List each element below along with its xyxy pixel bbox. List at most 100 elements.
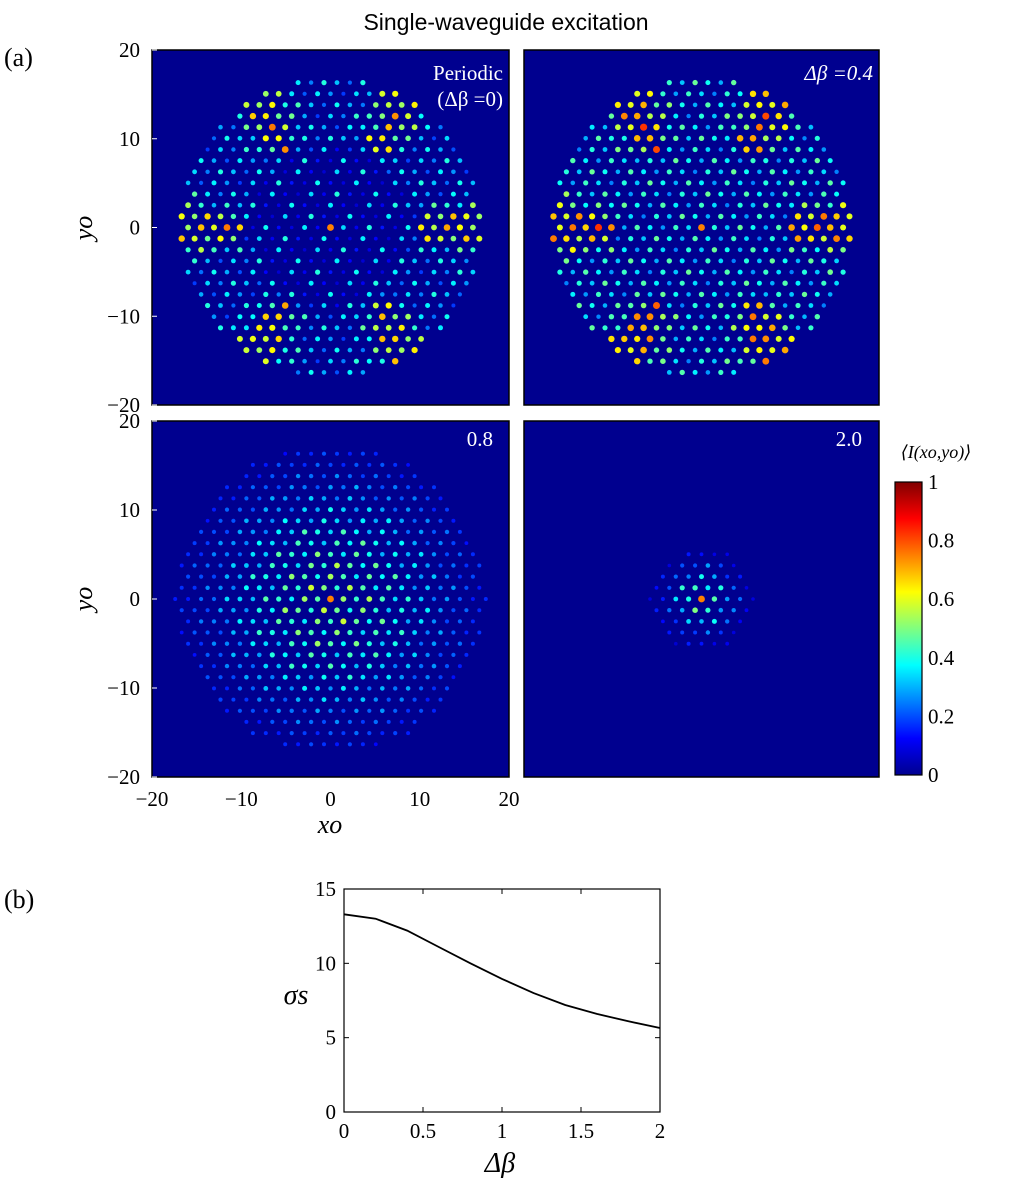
intensity-spot — [231, 630, 236, 635]
intensity-spot — [256, 347, 263, 353]
y-tick-label: −20 — [107, 765, 140, 789]
intensity-spot — [367, 270, 372, 274]
intensity-spot — [327, 595, 334, 603]
intensity-spot — [225, 708, 229, 713]
intensity-spot — [224, 135, 230, 141]
intensity-spot — [640, 280, 647, 286]
intensity-spot — [405, 225, 411, 230]
intensity-spot — [302, 708, 307, 713]
line-y-tick-label: 5 — [326, 1026, 337, 1050]
intensity-spot — [308, 652, 314, 658]
intensity-spot — [444, 686, 450, 691]
intensity-spot — [550, 213, 557, 220]
intensity-spot — [737, 358, 743, 364]
intensity-spot — [366, 224, 372, 231]
intensity-spot — [282, 630, 288, 635]
intensity-spot — [308, 473, 314, 479]
intensity-spot — [250, 529, 256, 535]
intensity-spot — [431, 202, 437, 208]
intensity-spot — [283, 192, 288, 197]
intensity-spot — [269, 101, 276, 108]
intensity-spot — [589, 280, 595, 286]
intensity-spot — [724, 158, 730, 164]
intensity-spot — [615, 236, 621, 241]
intensity-spot — [419, 641, 424, 646]
intensity-spot — [827, 269, 833, 275]
intensity-spot — [218, 518, 223, 523]
intensity-spot — [686, 336, 692, 342]
intensity-spot — [661, 619, 665, 624]
intensity-spot — [185, 224, 192, 231]
intensity-spot — [470, 619, 475, 624]
intensity-spot — [737, 224, 743, 231]
intensity-spot — [237, 574, 243, 579]
intensity-spot — [411, 101, 418, 108]
intensity-spot — [705, 370, 711, 375]
intensity-spot — [425, 169, 430, 174]
intensity-spot — [686, 596, 692, 602]
intensity-spot — [360, 124, 366, 130]
intensity-spot — [321, 585, 327, 591]
intensity-spot — [295, 258, 301, 264]
intensity-spot — [418, 158, 424, 164]
intensity-spot — [405, 552, 411, 557]
intensity-spot — [198, 246, 205, 253]
intensity-spot — [470, 202, 476, 209]
intensity-spot — [250, 619, 256, 624]
intensity-spot — [718, 124, 724, 130]
intensity-spot — [347, 562, 353, 569]
y-tick-label: −10 — [107, 676, 140, 700]
intensity-spot — [380, 708, 385, 714]
intensity-spot — [225, 485, 229, 490]
intensity-spot — [431, 136, 437, 141]
line-x-tick-label: 1 — [497, 1119, 508, 1143]
intensity-spot — [731, 563, 736, 568]
intensity-spot — [334, 125, 340, 130]
intensity-spot — [762, 90, 769, 98]
intensity-spot — [379, 529, 385, 535]
intensity-spot — [622, 292, 627, 297]
intensity-spot — [250, 158, 256, 163]
intensity-spot — [251, 225, 255, 230]
intensity-spot — [833, 213, 840, 220]
intensity-spot — [393, 708, 398, 713]
intensity-spot — [666, 347, 673, 353]
intensity-spot — [340, 529, 347, 535]
intensity-spot — [353, 596, 359, 602]
intensity-spot — [647, 292, 653, 297]
intensity-spot — [451, 303, 456, 308]
intensity-spot — [392, 313, 399, 320]
y-tick-label: 20 — [119, 38, 140, 62]
intensity-spot — [315, 686, 320, 691]
intensity-spot — [231, 675, 236, 680]
intensity-spot — [718, 213, 724, 220]
intensity-spot — [224, 529, 230, 535]
intensity-spot — [438, 540, 443, 546]
intensity-spot — [276, 618, 282, 625]
intensity-spot — [308, 518, 314, 524]
intensity-spot — [425, 325, 430, 330]
intensity-spot — [749, 313, 757, 321]
intensity-spot — [321, 147, 327, 152]
intensity-spot — [398, 347, 405, 353]
intensity-spot — [821, 147, 827, 152]
x-axis-label: xo — [317, 810, 343, 839]
intensity-spot — [583, 314, 589, 320]
intensity-spot — [250, 135, 256, 141]
intensity-spot — [360, 370, 366, 375]
intensity-spot — [699, 552, 704, 557]
intensity-spot — [634, 224, 640, 231]
intensity-spot — [315, 485, 320, 490]
intensity-spot — [692, 213, 698, 219]
intensity-spot — [737, 291, 743, 297]
intensity-spot — [257, 697, 262, 702]
intensity-spot — [340, 685, 346, 691]
intensity-spot — [775, 313, 782, 320]
intensity-spot — [289, 529, 295, 535]
intensity-spot — [250, 664, 255, 669]
intensity-spot — [743, 191, 750, 197]
intensity-spot — [609, 180, 614, 186]
intensity-spot — [451, 518, 456, 523]
intensity-spot — [179, 563, 184, 568]
intensity-spot — [289, 135, 295, 141]
